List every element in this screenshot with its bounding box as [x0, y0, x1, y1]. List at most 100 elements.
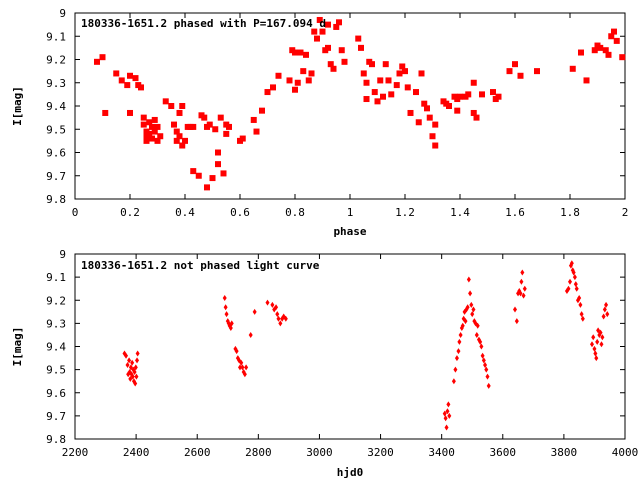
data-point [393, 82, 400, 89]
data-point [248, 331, 253, 338]
data-point [580, 315, 585, 322]
data-point [598, 329, 603, 336]
data-point [195, 172, 202, 179]
data-point [522, 285, 527, 292]
data-point [453, 366, 458, 373]
data-point [480, 352, 485, 359]
data-point [127, 72, 133, 79]
unphased-x-axis-label: hjd0 [337, 466, 364, 479]
data-point [569, 65, 576, 72]
data-point [593, 350, 598, 357]
data-point [292, 86, 298, 93]
data-point [314, 35, 320, 42]
data-point [229, 320, 234, 327]
data-point [512, 61, 518, 68]
data-point [305, 77, 312, 84]
data-point [470, 79, 477, 86]
data-point [224, 311, 229, 318]
data-point [226, 123, 232, 130]
data-point [244, 364, 249, 371]
data-point [457, 338, 462, 345]
data-point [577, 294, 582, 301]
unphased-x-tick-label-9: 4000 [612, 446, 639, 459]
data-point [286, 77, 293, 84]
data-point [297, 49, 304, 56]
data-point [446, 401, 451, 408]
data-point [252, 308, 257, 315]
phased-x-tick-label-8: 1.6 [505, 206, 525, 219]
data-point [490, 89, 496, 96]
phased-plot-frame [74, 12, 626, 200]
phased-axis-ticks: 0 0.2 0.4 0.6 0.8 1 1.2 1.4 1.6 1.8 2 9 9.1 9.2 9.3 9.4… [46, 7, 628, 219]
phased-y-tick-label-1: 9.1 [46, 30, 66, 43]
data-point [517, 72, 524, 79]
data-point [569, 260, 574, 267]
data-point [591, 334, 596, 341]
data-point [173, 137, 180, 144]
data-point [179, 103, 186, 109]
phased-plot-title: 180336-1651.2 phased with P=167.094 d [81, 17, 326, 30]
data-point [458, 331, 463, 338]
data-point [388, 91, 395, 98]
data-point [99, 54, 106, 61]
data-point [568, 278, 572, 285]
data-point [442, 410, 447, 417]
data-point [125, 362, 130, 368]
unphased-x-tick-label-8: 3800 [551, 446, 578, 459]
data-point [171, 121, 177, 128]
data-point [316, 16, 323, 23]
data-point [432, 121, 439, 128]
data-point [157, 133, 164, 140]
data-point [190, 123, 197, 130]
data-point [594, 355, 599, 362]
phased-y-tick-label-2: 9.2 [46, 54, 66, 67]
data-point [215, 149, 221, 156]
data-point [396, 70, 403, 77]
unphased-x-tick-label-4: 3000 [306, 446, 333, 459]
unphased-y-tick-label-2: 9.2 [46, 294, 66, 307]
data-point [465, 91, 472, 98]
phased-x-axis-label: phase [333, 225, 366, 238]
data-point [311, 28, 318, 35]
data-point [371, 89, 378, 96]
data-point [270, 301, 275, 308]
data-point [168, 103, 175, 109]
data-point [485, 373, 490, 380]
phased-y-tick-label-6: 9.6 [46, 147, 66, 160]
unphased-y-tick-label-6: 9.6 [46, 387, 66, 400]
data-point [265, 299, 270, 306]
data-point [592, 345, 597, 352]
data-point [468, 290, 473, 297]
data-point [446, 103, 452, 109]
phased-y-tick-label-4: 9.4 [46, 100, 66, 113]
data-point [595, 338, 600, 345]
data-point [470, 109, 477, 116]
unphased-y-tick-label-8: 9.8 [46, 433, 66, 446]
data-point [240, 364, 245, 371]
data-point [599, 341, 604, 348]
data-point [154, 123, 161, 130]
data-point [591, 47, 598, 54]
data-point [250, 116, 257, 123]
data-point [518, 290, 523, 297]
data-point [264, 89, 271, 96]
data-point [143, 137, 150, 144]
data-point [429, 133, 436, 140]
data-point [604, 301, 609, 308]
data-point [173, 128, 180, 135]
data-point [451, 378, 456, 385]
phased-data-points [94, 16, 626, 191]
phased-x-tick-label-7: 1.4 [450, 206, 470, 219]
data-point [605, 51, 612, 58]
data-point [571, 269, 576, 276]
data-point [135, 357, 140, 364]
data-point [611, 28, 617, 35]
unphased-x-tick-label-3: 2800 [245, 446, 272, 459]
phased-x-tick-label-0: 0 [72, 206, 79, 219]
data-point [402, 68, 408, 75]
data-point [415, 119, 422, 126]
phased-x-tick-label-4: 0.8 [285, 206, 305, 219]
unphased-x-tick-label-6: 3400 [428, 446, 455, 459]
data-point [426, 114, 433, 121]
unphased-plot-title: 180336-1651.2 not phased light curve [81, 259, 320, 272]
